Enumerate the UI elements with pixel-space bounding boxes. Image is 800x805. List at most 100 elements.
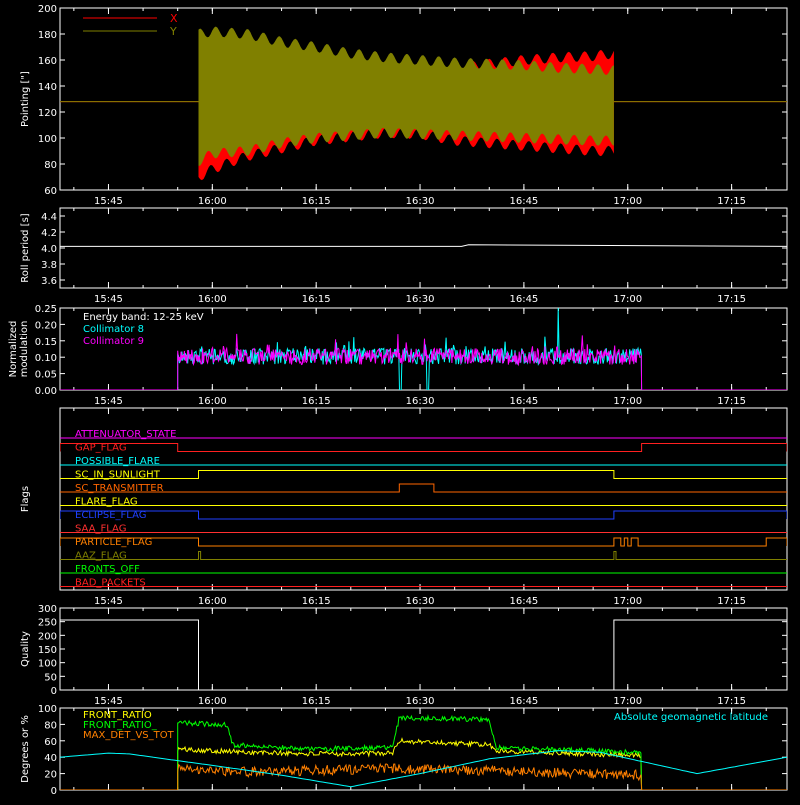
x-tick-label: 15:45: [94, 294, 123, 305]
x-tick-label: 15:45: [94, 696, 123, 707]
x-tick-label: 16:15: [302, 196, 331, 207]
x-tick-label: 17:15: [717, 196, 746, 207]
legend-label: MAX_DET_VS_TOT: [83, 730, 175, 741]
x-tick-label: 16:30: [406, 596, 435, 607]
x-tick-label: 16:30: [406, 196, 435, 207]
x-tick-label: 16:15: [302, 396, 331, 407]
legend-title: Energy band: 12-25 keV: [83, 312, 204, 323]
panel-roll: Roll period [s] 3.6 3.8 4.0 4.2 4.4 15:45 16:00…: [20, 207, 788, 305]
panel-modulation: Normalizedmodulation 0.00 0.05 0.10 0.15 0.20…: [8, 304, 788, 407]
flag-label: ATTENUATOR_STATE: [75, 429, 176, 440]
y-tick-label: 20: [44, 770, 57, 781]
x-tick-label: 16:30: [406, 696, 435, 707]
series-line-2: [60, 762, 787, 790]
y-tick-label: 60: [44, 737, 57, 748]
y-tick-label: 3.6: [41, 276, 57, 287]
x-tick-label: 17:00: [613, 196, 642, 207]
x-tick-label: 15:45: [94, 596, 123, 607]
y-tick-label: 60: [44, 186, 57, 197]
flag-label: SC_IN_SUNLIGHT: [75, 470, 161, 481]
y-tick-label: 100: [38, 704, 57, 715]
y-tick-label: 250: [38, 618, 57, 629]
x-tick-label: 16:45: [509, 396, 538, 407]
series-line: [60, 244, 787, 247]
legend-label: Collimator 9: [83, 336, 144, 347]
x-tick-label: 16:00: [198, 294, 227, 305]
x-tick-label: 16:15: [302, 596, 331, 607]
legend-label: FRONT_RATIO_: [83, 720, 158, 731]
y-tick-label: 140: [38, 82, 57, 93]
panel-quality: Quality 0 50 100 150 200 250 300 15:45 16:00 16:15…: [20, 604, 788, 707]
x-tick-label: 16:00: [198, 696, 227, 707]
y-tick-label: 180: [38, 30, 57, 41]
plot-area: [60, 26, 787, 181]
plot-area: [60, 308, 787, 390]
y-axis-label: Quality: [20, 631, 31, 667]
series-Y-band: [198, 26, 614, 166]
y-tick-label: 4.4: [41, 212, 57, 223]
y-tick-label: 100: [38, 134, 57, 145]
flag-label: PARTICLE_FLAG: [75, 537, 152, 548]
y-tick-label: 40: [44, 753, 57, 764]
x-tick-label: 16:45: [509, 294, 538, 305]
y-tick-label: 4.0: [41, 244, 57, 255]
x-tick-label: 16:30: [406, 396, 435, 407]
flag-line-particle_flag: [60, 537, 787, 547]
x-tick-label: 16:00: [198, 396, 227, 407]
panel-frame: [59, 207, 788, 289]
series-line-0: [60, 737, 787, 790]
y-tick-label: 120: [38, 108, 57, 119]
y-tick-label: 3.8: [41, 260, 57, 271]
y-tick-label: 100: [38, 659, 57, 670]
y-tick-label: 0.25: [35, 304, 57, 315]
y-tick-label: 0: [51, 686, 57, 697]
y-axis-label-line: Normalized: [8, 321, 19, 378]
panel-frame: [59, 7, 788, 191]
y-axis-label: Normalizedmodulation: [8, 321, 30, 378]
x-tick-label: 17:00: [613, 696, 642, 707]
y-axis-label: Flags: [20, 486, 31, 512]
y-tick-label: 150: [38, 645, 57, 656]
x-tick-label: 16:00: [198, 596, 227, 607]
flag-label: POSSIBLE_FLARE: [75, 456, 160, 467]
flag-label: FRONTS_OFF: [75, 564, 140, 575]
x-tick-label: 16:45: [509, 696, 538, 707]
y-tick-label: 200: [38, 4, 57, 15]
y-axis-label: Pointing ["]: [20, 71, 31, 127]
series-line: [60, 619, 787, 690]
x-tick-label: 17:15: [717, 596, 746, 607]
legend-label: FRONT_RATIO: [83, 710, 152, 721]
x-tick-label: 17:15: [717, 396, 746, 407]
x-tick-label: 17:15: [717, 696, 746, 707]
panel-frame: [59, 407, 788, 591]
y-tick-label: 80: [44, 720, 57, 731]
plot-area: [60, 437, 787, 587]
x-tick-label: 16:00: [198, 196, 227, 207]
x-tick-label: 16:30: [406, 294, 435, 305]
y-tick-label: 80: [44, 160, 57, 171]
plot-area: [60, 714, 787, 790]
series-line-3: [60, 750, 787, 788]
flag-line-sc_transmitter: [60, 483, 787, 493]
panel-frame: [59, 707, 788, 791]
x-tick-label: 16:45: [509, 596, 538, 607]
y-axis-label-line: modulation: [19, 321, 30, 378]
x-tick-label: 16:45: [509, 196, 538, 207]
x-tick-label: 17:00: [613, 596, 642, 607]
flag-line-sc_in_sunlight: [60, 470, 787, 479]
series-line-1: [60, 714, 787, 790]
plot-area: [60, 619, 787, 690]
flag-label: FLARE_FLAG: [75, 497, 138, 508]
y-tick-label: 0: [51, 786, 57, 797]
y-tick-label: 200: [38, 631, 57, 642]
y-tick-label: 300: [38, 604, 57, 615]
x-tick-label: 15:45: [94, 396, 123, 407]
flag-label: GAP_FLAG: [75, 443, 127, 454]
y-tick-label: 0.20: [35, 320, 57, 331]
x-tick-label: 15:45: [94, 196, 123, 207]
flag-label: SAA_FLAG: [75, 524, 126, 535]
flag-label: SC_TRANSMITTER: [75, 483, 164, 494]
flag-label: BAD_PACKETS: [75, 578, 146, 589]
x-tick-label: 17:15: [717, 294, 746, 305]
